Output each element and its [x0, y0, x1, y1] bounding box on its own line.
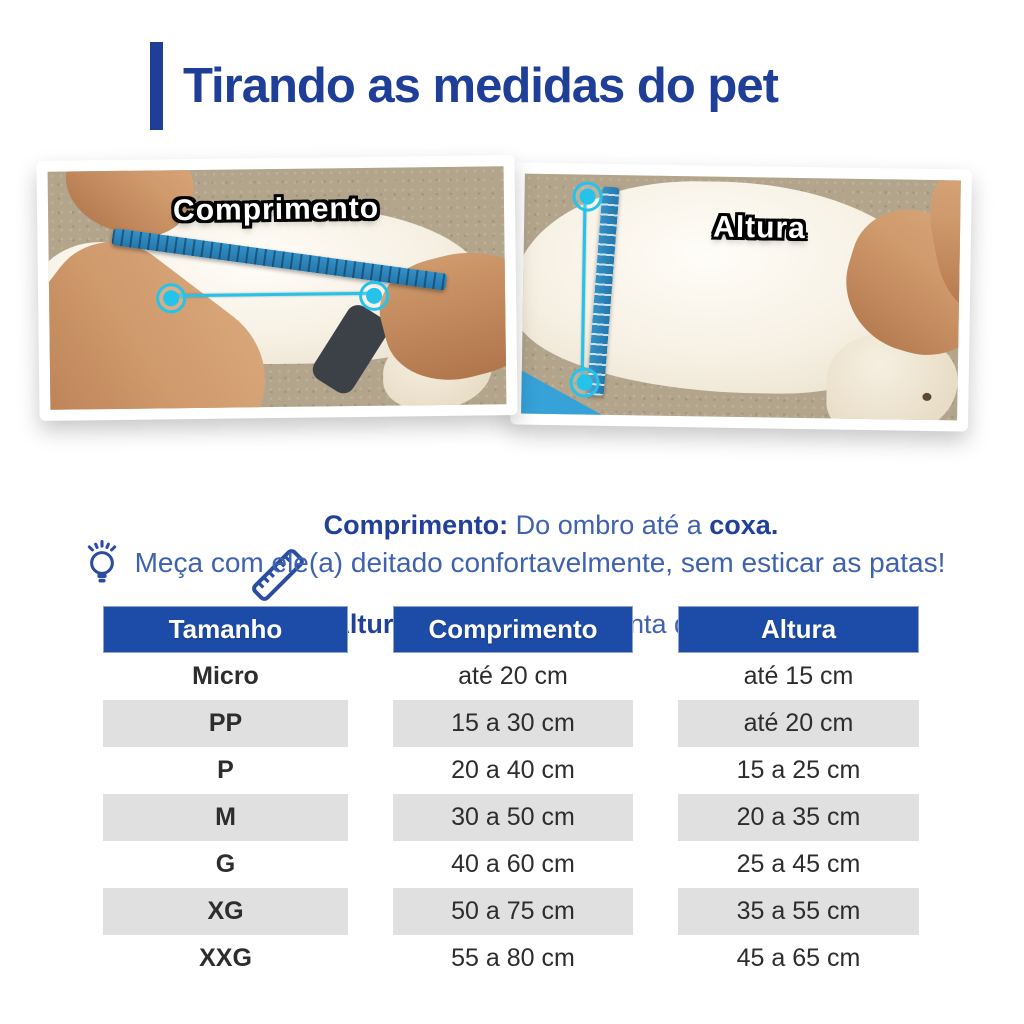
- table-row: PP 15 a 30 cm até 20 cm: [103, 700, 919, 747]
- header-comprimento: Comprimento: [393, 606, 633, 653]
- cell-comprimento: 55 a 80 cm: [451, 944, 575, 972]
- size-table-body: Micro até 20 cm até 15 cm PP 15 a 30 cm …: [103, 653, 919, 982]
- cell-altura: 15 a 25 cm: [736, 756, 861, 784]
- photo-comprimento: Comprimento: [47, 166, 507, 410]
- table-row: XXG 55 a 80 cm 45 a 65 cm: [103, 935, 919, 982]
- cell-altura: 25 a 45 cm: [736, 850, 861, 878]
- cell-comprimento: 15 a 30 cm: [393, 700, 633, 747]
- photo-card-comprimento: Comprimento: [36, 155, 518, 421]
- title-accent-bar: [150, 42, 163, 130]
- cell-altura: 45 a 65 cm: [736, 944, 861, 972]
- cell-size: XG: [103, 888, 348, 935]
- measure-info-line1: Comprimento: Do ombro até a coxa.: [323, 510, 779, 540]
- photo-card-altura: Altura: [509, 162, 973, 432]
- cell-comprimento: 40 a 60 cm: [451, 850, 575, 878]
- cell-altura: 35 a 55 cm: [678, 888, 919, 935]
- cell-comprimento: até 20 cm: [458, 662, 568, 690]
- measure-endpoint-dot: [155, 282, 186, 314]
- photo-altura: Altura: [521, 173, 961, 421]
- cell-altura: até 20 cm: [678, 700, 919, 747]
- lightbulb-icon: [79, 536, 125, 590]
- ruler-icon: [246, 543, 310, 607]
- cell-comprimento: 20 a 40 cm: [451, 756, 575, 784]
- tip-text: Meça com ele(a) deitado confortavelmente…: [134, 547, 946, 578]
- cell-altura: até 15 cm: [743, 662, 854, 690]
- page-header: Tirando as medidas do pet: [150, 42, 779, 130]
- table-row: Micro até 20 cm até 15 cm: [103, 653, 919, 700]
- table-row: G 40 a 60 cm 25 a 45 cm: [103, 841, 919, 888]
- size-table-header: Tamanho Comprimento Altura: [103, 606, 919, 653]
- cell-comprimento: 30 a 50 cm: [393, 794, 633, 841]
- cell-size: G: [215, 850, 236, 878]
- tip-section: Meça com ele(a) deitado confortavelmente…: [0, 536, 1024, 590]
- table-row: XG 50 a 75 cm 35 a 55 cm: [103, 888, 919, 935]
- cell-size: XXG: [199, 944, 252, 972]
- header-tamanho: Tamanho: [103, 606, 348, 653]
- cell-size: PP: [103, 700, 348, 747]
- cell-comprimento: 50 a 75 cm: [393, 888, 633, 935]
- cell-size: Micro: [192, 662, 259, 690]
- photo-label-comprimento: Comprimento: [172, 191, 380, 228]
- table-row: P 20 a 40 cm 15 a 25 cm: [103, 747, 919, 794]
- table-row: M 30 a 50 cm 20 a 35 cm: [103, 794, 919, 841]
- dog-nose: [922, 392, 932, 401]
- page-title: Tirando as medidas do pet: [183, 59, 779, 113]
- cell-size: P: [217, 756, 234, 784]
- size-table: Tamanho Comprimento Altura Micro até 20 …: [103, 606, 919, 982]
- cell-altura: 20 a 35 cm: [678, 794, 919, 841]
- header-altura: Altura: [678, 606, 919, 653]
- photo-label-altura: Altura: [712, 210, 807, 245]
- cell-size: M: [103, 794, 348, 841]
